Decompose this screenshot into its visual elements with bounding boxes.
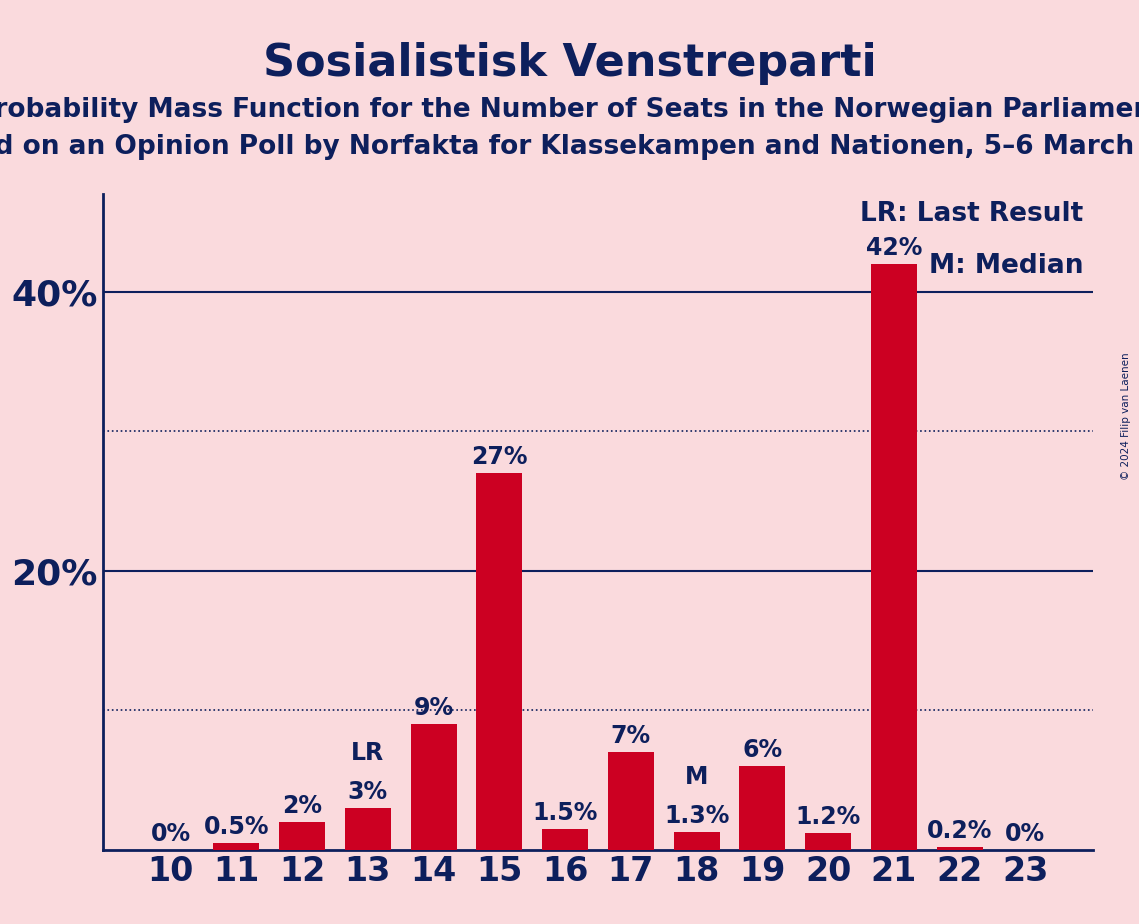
- Bar: [936, 847, 983, 850]
- Bar: [739, 766, 786, 850]
- Bar: [279, 822, 325, 850]
- Text: 7%: 7%: [611, 724, 650, 748]
- Text: LR: LR: [351, 741, 384, 765]
- Bar: [213, 843, 260, 850]
- Text: M: M: [685, 765, 708, 789]
- Bar: [345, 808, 391, 850]
- Bar: [410, 724, 457, 850]
- Text: LR: Last Result: LR: Last Result: [860, 201, 1083, 226]
- Bar: [805, 833, 851, 850]
- Text: 6%: 6%: [743, 738, 782, 762]
- Text: 0%: 0%: [1006, 821, 1046, 845]
- Text: 0.5%: 0.5%: [204, 815, 269, 839]
- Text: 3%: 3%: [347, 780, 388, 804]
- Text: 2%: 2%: [282, 794, 322, 818]
- Bar: [871, 264, 917, 850]
- Text: 1.2%: 1.2%: [795, 805, 861, 829]
- Text: Sosialistisk Venstreparti: Sosialistisk Venstreparti: [263, 42, 876, 85]
- Text: 1.3%: 1.3%: [664, 804, 729, 828]
- Text: Based on an Opinion Poll by Norfakta for Klassekampen and Nationen, 5–6 March 20: Based on an Opinion Poll by Norfakta for…: [0, 134, 1139, 160]
- Text: Probability Mass Function for the Number of Seats in the Norwegian Parliament: Probability Mass Function for the Number…: [0, 97, 1139, 123]
- Text: M: Median: M: Median: [929, 253, 1083, 279]
- Text: 42%: 42%: [866, 236, 923, 260]
- Bar: [608, 752, 654, 850]
- Text: 9%: 9%: [413, 697, 453, 721]
- Text: © 2024 Filip van Laenen: © 2024 Filip van Laenen: [1121, 352, 1131, 480]
- Bar: [542, 829, 588, 850]
- Text: 0%: 0%: [150, 821, 190, 845]
- Text: 0.2%: 0.2%: [927, 819, 992, 843]
- Text: 27%: 27%: [472, 445, 527, 469]
- Bar: [673, 832, 720, 850]
- Bar: [476, 473, 523, 850]
- Text: 1.5%: 1.5%: [532, 801, 598, 825]
